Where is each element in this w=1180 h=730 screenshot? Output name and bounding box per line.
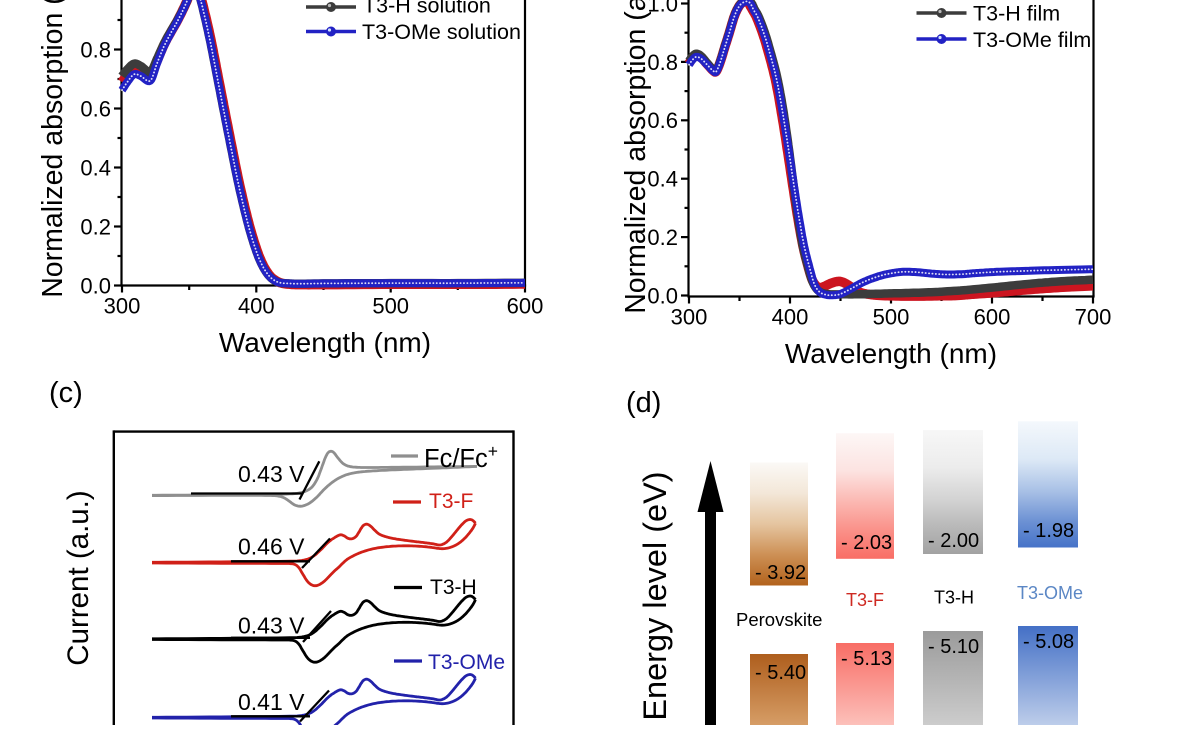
svg-text:0.4: 0.4	[80, 155, 111, 180]
svg-text:T3-OMe: T3-OMe	[428, 651, 505, 674]
svg-text:- 5.40: - 5.40	[755, 662, 806, 684]
svg-text:T3-F: T3-F	[429, 490, 473, 513]
svg-text:1.0: 1.0	[647, 0, 678, 16]
svg-text:0.2: 0.2	[647, 225, 678, 250]
svg-text:400: 400	[238, 294, 275, 319]
svg-text:300: 300	[104, 294, 141, 319]
svg-text:0.6: 0.6	[647, 108, 678, 133]
svg-text:- 3.92: - 3.92	[755, 562, 806, 584]
svg-text:Normalized absorption (a.u.): Normalized absorption (a.u.)	[620, 0, 652, 314]
svg-text:Perovskite: Perovskite	[736, 609, 822, 630]
svg-text:T3-OMe: T3-OMe	[1017, 583, 1083, 603]
svg-text:Fc/Fc+: Fc/Fc+	[424, 441, 498, 473]
svg-text:- 2.03: - 2.03	[841, 532, 892, 554]
svg-text:0.41 V: 0.41 V	[238, 689, 305, 715]
svg-text:0.43 V: 0.43 V	[238, 461, 305, 487]
svg-text:400: 400	[772, 305, 809, 330]
svg-text:500: 500	[372, 294, 409, 319]
svg-text:600: 600	[974, 305, 1011, 330]
svg-text:T3-H: T3-H	[430, 576, 477, 599]
svg-text:- 5.10: - 5.10	[928, 636, 979, 658]
svg-text:0.6: 0.6	[80, 96, 111, 121]
svg-text:- 2.00: - 2.00	[928, 530, 979, 552]
svg-text:T3-OMe solution: T3-OMe solution	[362, 20, 521, 44]
svg-text:500: 500	[873, 305, 910, 330]
svg-text:0.4: 0.4	[647, 167, 678, 192]
svg-text:0.0: 0.0	[80, 273, 111, 298]
svg-text:0.43 V: 0.43 V	[238, 613, 305, 639]
svg-text:(d): (d)	[626, 387, 661, 419]
svg-text:0.2: 0.2	[80, 214, 111, 239]
svg-text:Energy level (eV): Energy level (eV)	[637, 471, 673, 720]
svg-text:T3-H solution: T3-H solution	[363, 0, 491, 18]
svg-text:600: 600	[507, 294, 544, 319]
svg-text:Normalized absorption (a.u.): Normalized absorption (a.u.)	[37, 0, 69, 298]
svg-text:T3-H film: T3-H film	[973, 1, 1060, 25]
svg-text:700: 700	[1075, 305, 1112, 330]
svg-text:Wavelength (nm): Wavelength (nm)	[785, 338, 997, 369]
svg-text:300: 300	[671, 305, 708, 330]
svg-text:Current (a.u.): Current (a.u.)	[62, 490, 95, 665]
svg-text:- 5.08: - 5.08	[1023, 631, 1074, 653]
svg-text:T3-H: T3-H	[934, 588, 974, 608]
svg-text:- 1.98: - 1.98	[1023, 520, 1074, 542]
svg-text:Wavelength (nm): Wavelength (nm)	[219, 327, 431, 358]
svg-text:T3-F: T3-F	[846, 590, 884, 610]
svg-text:0.8: 0.8	[647, 50, 678, 75]
svg-text:0.8: 0.8	[80, 37, 111, 62]
svg-text:0.0: 0.0	[647, 283, 678, 308]
svg-text:- 5.13: - 5.13	[841, 648, 892, 670]
svg-text:T3-OMe film: T3-OMe film	[973, 28, 1091, 52]
svg-text:(c): (c)	[49, 377, 83, 409]
svg-text:0.46 V: 0.46 V	[238, 534, 305, 560]
